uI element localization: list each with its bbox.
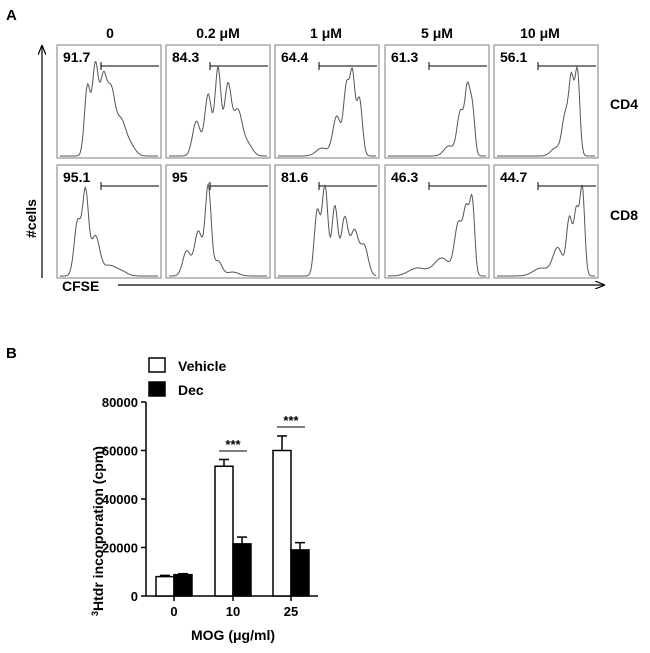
cells-axis-label: #cells	[23, 199, 39, 238]
column-header: 1 μM	[310, 25, 342, 41]
histogram-curve	[278, 67, 376, 157]
bar-dec	[232, 543, 252, 597]
legend-label-vehicle: Vehicle	[178, 358, 226, 374]
bar-chart: 0 20000 40000 60000 80000 0 10 25 *** *** Vehicle D…	[102, 357, 318, 619]
significance-label: ***	[283, 413, 299, 428]
percentage-label: 91.7	[63, 49, 90, 65]
histogram-panel: 64.4	[274, 44, 380, 159]
y-tick-label: 60000	[102, 444, 138, 459]
bar-x-axis-label: MOG (μg/ml)	[191, 627, 275, 643]
histogram-panel: 46.3	[384, 164, 490, 279]
column-header: 0.2 μM	[196, 25, 240, 41]
bar-vehicle	[214, 465, 234, 597]
histogram-frame	[56, 44, 162, 159]
histogram-curve	[60, 185, 158, 277]
panel-a-letter: A	[6, 7, 17, 24]
percentage-label: 64.4	[281, 49, 308, 65]
percentage-label: 95.1	[63, 169, 90, 185]
histogram-panel: 95.1	[56, 164, 162, 279]
histogram-curve	[388, 81, 486, 157]
x-tick-label: 0	[170, 604, 177, 619]
column-headers: 0 0.2 μM 1 μM 5 μM 10 μM	[106, 25, 560, 41]
percentage-label: 61.3	[391, 49, 418, 65]
histogram-grid: 91.7 84.3 64.4 61.3 56.1 95.1 95 81.6 46.3 44.7	[56, 44, 599, 279]
histogram-panel: 56.1	[493, 44, 599, 159]
panel-b-letter: B	[6, 345, 17, 362]
legend-swatch-vehicle	[148, 357, 166, 373]
cfse-axis-label: CFSE	[62, 278, 99, 294]
histogram-frame	[493, 164, 599, 279]
percentage-label: 44.7	[500, 169, 527, 185]
histogram-curve	[497, 65, 595, 157]
x-tick-label: 25	[284, 604, 298, 619]
histogram-curve	[169, 182, 267, 277]
legend-label-dec: Dec	[178, 382, 204, 398]
column-header: 0	[106, 25, 114, 41]
y-tick-label: 80000	[102, 395, 138, 410]
row-label-cd8: CD8	[610, 207, 638, 223]
percentage-label: 84.3	[172, 49, 199, 65]
histogram-panel: 91.7	[56, 44, 162, 159]
bar-vehicle	[155, 575, 175, 597]
bar-y-label-text: Htdr incorporation (cpm)	[90, 446, 106, 611]
percentage-label: 81.6	[281, 169, 308, 185]
percentage-label: 46.3	[391, 169, 418, 185]
histogram-curve	[169, 64, 267, 157]
histogram-frame	[274, 164, 380, 279]
histogram-panel: 44.7	[493, 164, 599, 279]
histogram-panel: 61.3	[384, 44, 490, 159]
y-tick-label: 0	[131, 589, 138, 604]
histogram-frame	[493, 44, 599, 159]
histogram-frame	[384, 44, 490, 159]
x-tick-label: 10	[226, 604, 240, 619]
histogram-frame	[165, 44, 271, 159]
histogram-frame	[384, 164, 490, 279]
percentage-label: 95	[172, 169, 188, 185]
legend-swatch-dec	[148, 381, 166, 397]
histogram-panel: 81.6	[274, 164, 380, 279]
histogram-curve	[388, 193, 486, 277]
column-header: 10 μM	[520, 25, 560, 41]
y-tick-label: 20000	[102, 541, 138, 556]
histogram-curve	[278, 184, 377, 277]
histogram-curve	[497, 184, 595, 277]
y-tick-label: 40000	[102, 492, 138, 507]
percentage-label: 56.1	[500, 49, 527, 65]
histogram-frame	[56, 164, 162, 279]
histogram-curve	[60, 61, 158, 157]
bar-y-label-superscript: 3	[90, 611, 100, 616]
histogram-panel: 95	[165, 164, 271, 279]
bar-dec	[173, 573, 193, 597]
bar-dec	[290, 549, 310, 597]
bar-vehicle	[272, 449, 292, 597]
histogram-panel: 84.3	[165, 44, 271, 159]
column-header: 5 μM	[421, 25, 453, 41]
histogram-frame	[274, 44, 380, 159]
significance-label: ***	[225, 437, 241, 452]
row-labels: CD4 CD8	[610, 96, 638, 223]
row-label-cd4: CD4	[610, 96, 638, 112]
bar-y-axis-label: 3Htdr incorporation (cpm)	[90, 446, 106, 616]
